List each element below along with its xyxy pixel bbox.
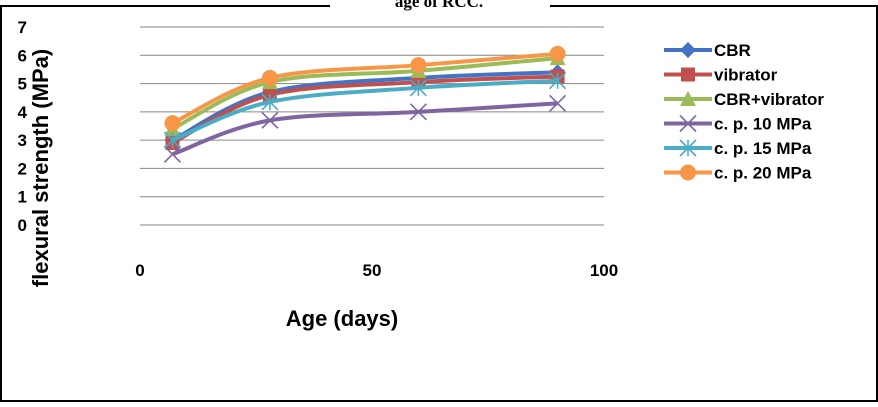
x-tick-labels: 0 50 100 — [135, 261, 618, 280]
legend-label: vibrator — [714, 66, 778, 85]
data-series — [163, 45, 567, 163]
legend-item: c. p. 20 MPa — [664, 164, 812, 183]
legend: CBR vibrator CBR+vibrator c. p. 10 MPa c. p.… — [664, 41, 824, 183]
series-line — [171, 101, 558, 157]
y-tick-label: 7 — [18, 18, 27, 37]
data-point — [261, 69, 278, 86]
series-4 — [163, 72, 567, 149]
y-tick-labels: 0 1 2 3 4 5 6 7 — [18, 18, 28, 235]
series-line — [171, 74, 558, 145]
legend-item: CBR+vibrator — [664, 90, 824, 109]
data-point — [163, 145, 182, 163]
data-point — [261, 111, 279, 129]
data-point — [409, 103, 427, 121]
data-point — [164, 115, 181, 132]
y-axis-label: flexural strength (MPa) — [28, 49, 53, 287]
y-tick-label: 3 — [18, 131, 27, 150]
data-point — [261, 93, 279, 111]
data-point — [549, 72, 567, 90]
series-line — [171, 70, 558, 142]
title-backdrop — [330, 0, 550, 10]
legend-label: CBR — [714, 41, 751, 60]
x-tick-label: 50 — [363, 261, 382, 280]
y-tick-label: 6 — [18, 46, 27, 65]
series-5 — [164, 45, 566, 132]
data-point — [409, 79, 427, 97]
series-line — [171, 51, 558, 125]
legend-item: c. p. 10 MPa — [664, 115, 812, 134]
y-tick-label: 2 — [18, 159, 27, 178]
legend-marker — [681, 67, 695, 82]
legend-item: vibrator — [664, 66, 778, 85]
legend-marker — [679, 139, 697, 157]
legend-item: CBR — [664, 41, 751, 60]
data-point — [163, 131, 182, 149]
series-line — [171, 56, 558, 131]
legend-label: CBR+vibrator — [714, 90, 824, 109]
y-tick-label: 4 — [18, 103, 28, 122]
legend-item: c. p. 15 MPa — [664, 139, 812, 158]
y-tick-label: 1 — [18, 188, 27, 207]
x-axis-label: Age (days) — [286, 306, 398, 331]
legend-marker — [680, 42, 696, 58]
series-3 — [163, 94, 567, 163]
chart-title: age of RCC. — [395, 0, 483, 11]
data-point — [410, 57, 427, 74]
data-point — [549, 45, 566, 62]
legend-marker — [680, 164, 696, 181]
series-line — [171, 78, 558, 143]
x-tick-label: 100 — [590, 261, 618, 280]
legend-label: c. p. 10 MPa — [714, 115, 812, 134]
legend-marker — [679, 114, 697, 133]
legend-marker — [680, 91, 696, 106]
x-tick-label: 0 — [135, 261, 144, 280]
data-point — [549, 94, 567, 112]
legend-label: c. p. 15 MPa — [714, 139, 812, 158]
legend-label: c. p. 20 MPa — [714, 164, 812, 183]
y-tick-label: 5 — [18, 75, 27, 94]
y-tick-label: 0 — [18, 216, 27, 235]
